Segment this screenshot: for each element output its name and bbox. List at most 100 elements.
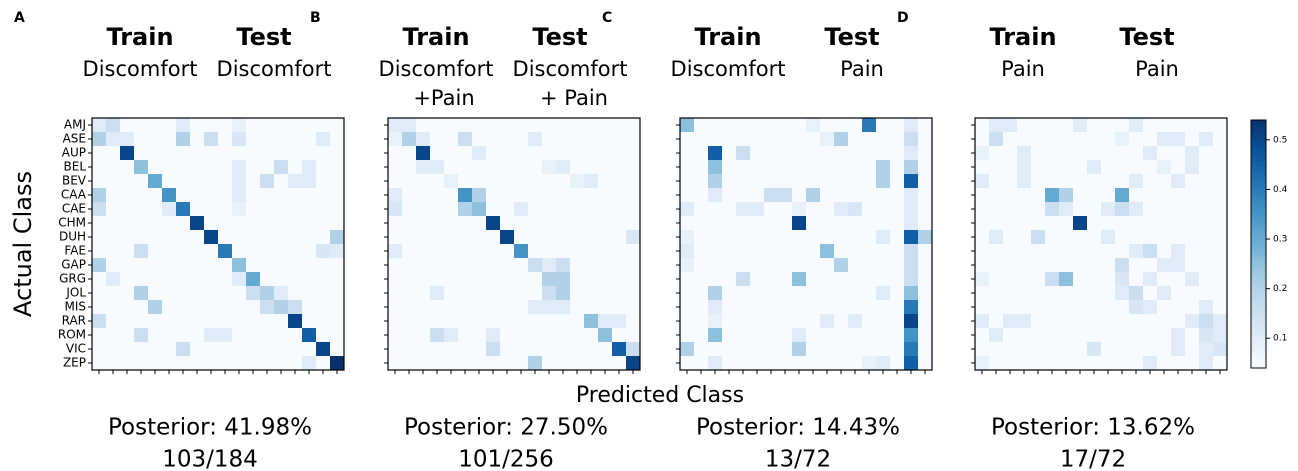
heatmap-cell	[570, 146, 585, 161]
heatmap-cell	[722, 160, 737, 175]
heatmap-cell	[1101, 160, 1116, 175]
heatmap-cell	[542, 202, 557, 217]
heatmap-cell	[764, 202, 779, 217]
colorbar-tick-label: 0.2	[1273, 284, 1287, 294]
heatmap-cell	[416, 258, 431, 273]
heatmap-cell	[288, 230, 303, 245]
heatmap-cell	[1213, 314, 1228, 329]
heatmap-cell	[162, 216, 177, 231]
heatmap-cell	[92, 342, 107, 357]
heatmap-cell	[1213, 174, 1228, 189]
heatmap-cell	[120, 216, 135, 231]
heatmap-cell	[834, 286, 849, 301]
heatmap-cell	[876, 300, 891, 315]
heatmap-cell	[444, 300, 459, 315]
colorbar-segment	[1251, 132, 1266, 138]
heatmap-cell	[750, 314, 765, 329]
heatmap-cell	[134, 300, 149, 315]
heatmap-cell	[472, 286, 487, 301]
heatmap-cell	[598, 174, 613, 189]
heatmap-cell	[598, 314, 613, 329]
heatmap-cell	[1185, 216, 1200, 231]
heatmap-cell	[1213, 230, 1228, 245]
heatmap-cell	[1185, 328, 1200, 343]
heatmap-cell	[1213, 258, 1228, 273]
heatmap-cell	[680, 160, 695, 175]
heatmap-cell	[274, 230, 289, 245]
heatmap-cell	[708, 356, 723, 371]
heatmap-cell	[176, 244, 191, 259]
heatmap-cell	[989, 146, 1004, 161]
heatmap-cell	[1059, 174, 1074, 189]
heatmap-cell	[1171, 132, 1186, 147]
heatmap-cell	[218, 328, 233, 343]
heatmap-cell	[1059, 300, 1074, 315]
heatmap-cell	[486, 314, 501, 329]
heatmap-cell	[134, 328, 149, 343]
heatmap-cell	[778, 342, 793, 357]
heatmap-cell	[330, 146, 345, 161]
heatmap-cell	[162, 286, 177, 301]
heatmap-cell	[764, 132, 779, 147]
heatmap-cell	[1101, 118, 1116, 133]
heatmap-cell	[162, 328, 177, 343]
heatmap-cell	[876, 174, 891, 189]
heatmap-cell	[750, 146, 765, 161]
heatmap-cell	[1143, 118, 1158, 133]
heatmap-cell	[1199, 118, 1214, 133]
heatmap-cell	[1017, 342, 1032, 357]
heatmap-cell	[778, 160, 793, 175]
heatmap-cell	[975, 132, 990, 147]
heatmap-cell	[1031, 272, 1046, 287]
heatmap-cell	[708, 118, 723, 133]
heatmap-cell	[190, 118, 205, 133]
heatmap-cell	[806, 146, 821, 161]
heatmap-cell	[528, 132, 543, 147]
heatmap-cell	[694, 132, 709, 147]
heatmap-cell	[764, 342, 779, 357]
heatmap-cell	[246, 230, 261, 245]
heatmap-cell	[1143, 314, 1158, 329]
colorbar-segment	[1251, 182, 1266, 187]
heatmap-cell	[989, 216, 1004, 231]
heatmap-cell	[288, 342, 303, 357]
heatmap-cell	[162, 146, 177, 161]
heatmap-cell	[1157, 258, 1172, 273]
heatmap-cell	[1157, 328, 1172, 343]
heatmap-cell	[722, 244, 737, 259]
heatmap-cell	[584, 146, 599, 161]
heatmap-cell	[750, 286, 765, 301]
heatmap-cell	[1129, 174, 1144, 189]
heatmap-cell	[820, 244, 835, 259]
heatmap-cell	[1017, 356, 1032, 371]
heatmap-cell	[204, 244, 219, 259]
heatmap-cell	[1073, 342, 1088, 357]
heatmap-cell	[92, 174, 107, 189]
heatmap-cell	[528, 286, 543, 301]
heatmap-cell	[260, 272, 275, 287]
heatmap-cell	[806, 356, 821, 371]
heatmap-cell	[1087, 174, 1102, 189]
heatmap-cell	[246, 146, 261, 161]
x-axis-label: Predicted Class	[576, 383, 744, 408]
heatmap-cell	[722, 286, 737, 301]
heatmap-cell	[514, 202, 529, 217]
heatmap-cell	[750, 244, 765, 259]
heatmap-cell	[260, 146, 275, 161]
heatmap-cell	[274, 160, 289, 175]
heatmap-cell	[989, 314, 1004, 329]
heatmap-cell	[1129, 160, 1144, 175]
heatmap-cell	[106, 314, 121, 329]
heatmap-cell	[500, 258, 515, 273]
colorbar-segment	[1251, 186, 1266, 191]
heatmap-cell	[570, 118, 585, 133]
heatmap-cell	[1143, 328, 1158, 343]
heatmap-cell	[134, 160, 149, 175]
heatmap-cell	[1129, 146, 1144, 161]
heatmap-cell	[458, 216, 473, 231]
heatmap-cell	[148, 286, 163, 301]
heatmap-cell	[1031, 230, 1046, 245]
heatmap-cell	[302, 356, 317, 371]
heatmap-cell	[274, 356, 289, 371]
heatmap-cell	[528, 174, 543, 189]
